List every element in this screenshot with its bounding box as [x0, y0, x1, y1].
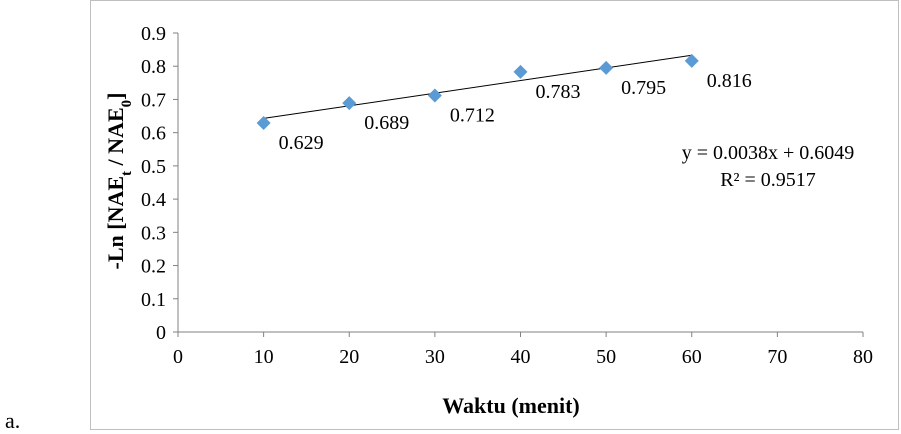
data-label: 0.795: [621, 77, 666, 99]
data-point: [342, 96, 357, 111]
scatter-chart: 0 0.1 0.2 0.3 0.4 0.5 0.6 0.7 0.8 0.9 0 10 20 30 40 50 6…: [103, 23, 873, 418]
chart-area: 0 0.1 0.2 0.3 0.4 0.5 0.6 0.7 0.8 0.9 0 10 20 30 40 50 6…: [90, 0, 899, 430]
x-tick-label: 0: [173, 346, 183, 368]
y-tick-label: 0.1: [141, 289, 166, 311]
data-point: [599, 60, 614, 75]
trendline: [263, 54, 692, 119]
data-label: 0.816: [707, 70, 752, 92]
y-tick-label: 0.8: [141, 56, 166, 78]
data-label: 0.629: [279, 132, 324, 154]
data-point: [513, 64, 528, 79]
y-axis-title-sub1: t: [119, 171, 135, 176]
y-tick-label: 0.7: [141, 89, 166, 111]
r-squared-label: R² = 0.9517: [720, 169, 816, 191]
y-tick-label: 0.6: [141, 123, 166, 145]
data-label: 0.783: [536, 81, 581, 103]
x-tick-label: 50: [596, 346, 616, 368]
y-tick-label: 0.5: [141, 156, 166, 178]
y-axis-title-sub2: 0: [119, 100, 135, 108]
x-tick-label: 30: [425, 346, 445, 368]
trendline-equation: y = 0.0038x + 0.6049: [682, 142, 855, 164]
x-tick-label: 20: [339, 346, 359, 368]
axes: [173, 32, 864, 337]
data-point: [684, 53, 699, 68]
y-tick-label: 0: [156, 322, 166, 344]
y-tick-label: 0.2: [141, 256, 166, 278]
x-tick-label: 80: [853, 346, 873, 368]
trendline-path: [263, 54, 692, 119]
y-axis-title-middle: / NAE: [103, 107, 128, 171]
data-label: 0.689: [364, 112, 409, 134]
data-labels: 0.629 0.689 0.712 0.783 0.795 0.816: [279, 70, 752, 154]
x-tick-label: 40: [511, 346, 531, 368]
x-axis-title: Waktu (menit): [442, 393, 580, 418]
tick-labels: 0 0.1 0.2 0.3 0.4 0.5 0.6 0.7 0.8 0.9 0 10 20 30 40 50 6…: [141, 23, 873, 368]
y-tick-label: 0.9: [141, 23, 166, 45]
data-points: [256, 53, 699, 131]
data-point: [256, 116, 271, 131]
y-tick-label: 0.3: [141, 222, 166, 244]
panel-label: a.: [5, 408, 21, 433]
y-axis-title: -Ln [NAEt / NAE0]: [103, 93, 135, 270]
x-tick-label: 70: [767, 346, 787, 368]
x-tick-label: 10: [254, 346, 274, 368]
y-axis-title-suffix: ]: [103, 93, 128, 100]
y-axis-title-prefix: -Ln [NAE: [103, 176, 128, 270]
x-tick-label: 60: [682, 346, 702, 368]
data-label: 0.712: [450, 104, 495, 126]
data-point: [427, 88, 442, 103]
y-tick-label: 0.4: [141, 189, 166, 211]
